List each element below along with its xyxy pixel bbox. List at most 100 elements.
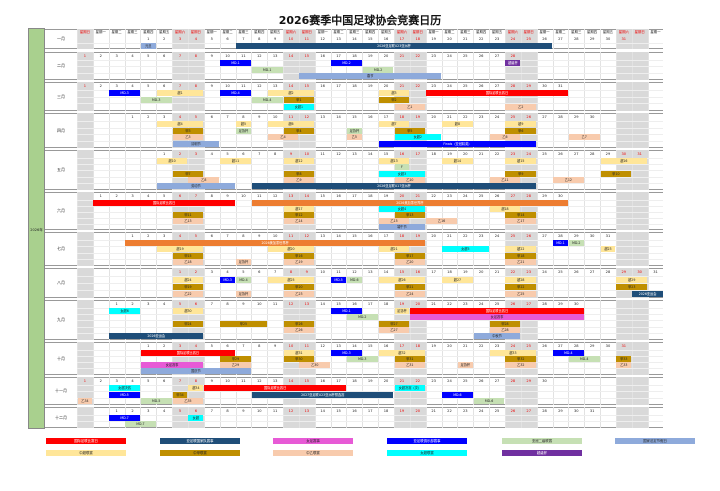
event-bar[interactable]: 春节 bbox=[299, 72, 442, 79]
event-bar[interactable]: 乙35 bbox=[172, 397, 204, 404]
event-bar[interactable]: 甲33 bbox=[616, 356, 632, 362]
event-bar[interactable]: 超6 bbox=[267, 121, 315, 128]
event-bar[interactable]: 女超决赛 bbox=[109, 385, 140, 392]
event-bar[interactable]: 甲21 bbox=[394, 283, 426, 290]
event-bar[interactable]: MD-6 bbox=[442, 391, 473, 398]
event-bar[interactable]: 甲34 bbox=[172, 391, 188, 398]
event-bar[interactable]: 女足赛事 bbox=[140, 362, 204, 368]
event-bar[interactable]: 乙1 bbox=[394, 103, 426, 110]
event-bar[interactable]: MD-2 bbox=[362, 66, 394, 73]
event-bar[interactable]: 甲16 bbox=[283, 252, 315, 259]
event-bar[interactable]: 甲23 bbox=[616, 283, 648, 290]
event-bar[interactable]: 超33 bbox=[489, 350, 537, 356]
event-bar[interactable]: MD-4 bbox=[236, 276, 251, 283]
event-bar[interactable]: 乙22 bbox=[172, 290, 204, 297]
event-bar[interactable]: 女超6 bbox=[109, 308, 140, 315]
event-bar[interactable]: MD-3 bbox=[346, 356, 378, 362]
event-bar[interactable]: 国庆节 bbox=[140, 368, 251, 374]
event-bar[interactable]: MD-3 bbox=[109, 90, 140, 97]
event-bar[interactable]: 女超 bbox=[188, 415, 204, 421]
event-bar[interactable]: 2026亚足联U17亚洲杯 bbox=[251, 182, 537, 189]
event-bar[interactable]: 2026美加墨世界杯 bbox=[251, 200, 568, 206]
event-bar[interactable]: 2027亚足联U23亚洲杯预选赛 bbox=[251, 391, 394, 398]
event-bar[interactable]: MD-5 bbox=[109, 391, 140, 398]
event-bar[interactable]: 甲10 bbox=[600, 170, 632, 177]
event-bar[interactable]: 超27 bbox=[442, 276, 473, 283]
event-bar[interactable]: 甲22 bbox=[505, 283, 537, 290]
event-bar[interactable]: MD-6 bbox=[346, 276, 362, 283]
event-bar[interactable]: MD-7 bbox=[125, 421, 156, 427]
event-bar[interactable]: Finals（亚冠精英） bbox=[378, 140, 537, 147]
event-bar[interactable]: 超29 bbox=[616, 276, 648, 283]
event-bar[interactable]: 甲15 bbox=[172, 252, 204, 259]
event-bar[interactable]: 乙13 bbox=[172, 218, 204, 224]
event-bar[interactable]: F bbox=[394, 164, 410, 171]
event-bar[interactable]: 乙26 bbox=[283, 326, 315, 333]
event-bar[interactable]: 甲19 bbox=[172, 283, 204, 290]
event-bar[interactable]: MD-2 bbox=[568, 240, 584, 247]
event-bar[interactable]: 超12 bbox=[283, 158, 315, 165]
event-bar[interactable]: 足协杯 bbox=[236, 258, 251, 265]
event-bar[interactable]: 甲20 bbox=[283, 283, 315, 290]
event-bar[interactable]: 甲25 bbox=[220, 320, 267, 327]
event-bar[interactable]: MD-4 bbox=[553, 350, 584, 356]
event-bar[interactable]: 端午节 bbox=[378, 224, 426, 230]
event-bar[interactable]: 乙27 bbox=[378, 326, 410, 333]
event-bar[interactable]: 甲17 bbox=[394, 252, 426, 259]
event-bar[interactable]: 甲4 bbox=[283, 127, 315, 134]
event-bar[interactable]: 甲32 bbox=[505, 356, 537, 362]
event-bar[interactable]: 超14 bbox=[442, 158, 473, 165]
event-bar[interactable]: 甲18 bbox=[505, 252, 537, 259]
event-bar[interactable]: MD-1 bbox=[251, 66, 283, 73]
event-bar[interactable]: 女超4 bbox=[378, 206, 426, 212]
event-bar[interactable]: 乙25 bbox=[505, 290, 537, 297]
event-bar[interactable]: 超20 bbox=[267, 246, 315, 253]
event-bar[interactable]: MD-6 bbox=[473, 397, 505, 404]
event-bar[interactable]: 超21 bbox=[378, 246, 410, 253]
event-bar[interactable]: 超30 bbox=[172, 308, 204, 315]
event-bar[interactable]: 甲13 bbox=[394, 212, 426, 218]
event-bar[interactable]: 乙17 bbox=[505, 218, 537, 224]
event-bar[interactable]: 超8 bbox=[442, 121, 473, 128]
event-bar[interactable]: 甲3 bbox=[172, 127, 204, 134]
event-bar[interactable]: MD-4 bbox=[220, 90, 251, 97]
event-bar[interactable]: 乙33 bbox=[616, 362, 632, 368]
event-bar[interactable]: 甲24 bbox=[172, 320, 204, 327]
event-bar[interactable]: 乙7 bbox=[568, 134, 600, 141]
event-bar[interactable]: 甲26 bbox=[283, 320, 315, 327]
event-bar[interactable]: 超级杯 bbox=[505, 60, 521, 67]
event-bar[interactable]: 乙5 bbox=[346, 134, 362, 141]
event-bar[interactable]: 2026亚运会 bbox=[632, 290, 663, 297]
event-bar[interactable]: 2026美加墨世界杯 bbox=[125, 240, 426, 247]
event-bar[interactable]: 乙8 bbox=[188, 176, 220, 183]
event-bar[interactable]: 乙11 bbox=[489, 176, 521, 183]
event-bar[interactable]: 甲8 bbox=[283, 170, 315, 177]
event-bar[interactable]: 中秋节 bbox=[473, 332, 521, 339]
event-bar[interactable]: 乙29 bbox=[220, 362, 251, 368]
event-bar[interactable]: 甲30 bbox=[283, 356, 315, 362]
event-bar[interactable]: 超9 bbox=[505, 121, 537, 128]
event-bar[interactable]: 超10 bbox=[156, 158, 188, 165]
event-bar[interactable]: 乙32 bbox=[505, 362, 537, 368]
event-bar[interactable]: 元旦 bbox=[140, 43, 156, 49]
event-bar[interactable]: 乙18 bbox=[172, 258, 204, 265]
event-bar[interactable]: MD-1 bbox=[331, 308, 362, 315]
event-bar[interactable]: 超7 bbox=[378, 121, 410, 128]
event-bar[interactable]: MD-4 bbox=[568, 356, 600, 362]
event-bar[interactable]: 超26 bbox=[378, 276, 426, 283]
event-bar[interactable]: 甲5 bbox=[394, 127, 426, 134]
event-bar[interactable]: 甲9 bbox=[505, 170, 537, 177]
event-bar[interactable]: 劳动节 bbox=[156, 182, 235, 189]
event-bar[interactable]: 超13 bbox=[378, 158, 410, 165]
event-bar[interactable]: MD-2 bbox=[331, 60, 362, 67]
event-bar[interactable]: 超19 bbox=[156, 246, 204, 253]
event-bar[interactable]: 乙19 bbox=[283, 258, 315, 265]
event-bar[interactable]: 乙12 bbox=[553, 176, 584, 183]
event-bar[interactable]: 甲31 bbox=[394, 356, 426, 362]
event-bar[interactable]: 乙3 bbox=[172, 134, 204, 141]
event-bar[interactable]: 甲27 bbox=[378, 320, 410, 327]
event-bar[interactable]: 女超决赛（次） bbox=[394, 385, 426, 392]
event-bar[interactable]: 超28 bbox=[505, 276, 537, 283]
event-bar[interactable]: 乙10 bbox=[394, 176, 426, 183]
event-bar[interactable]: 乙31 bbox=[394, 362, 426, 368]
